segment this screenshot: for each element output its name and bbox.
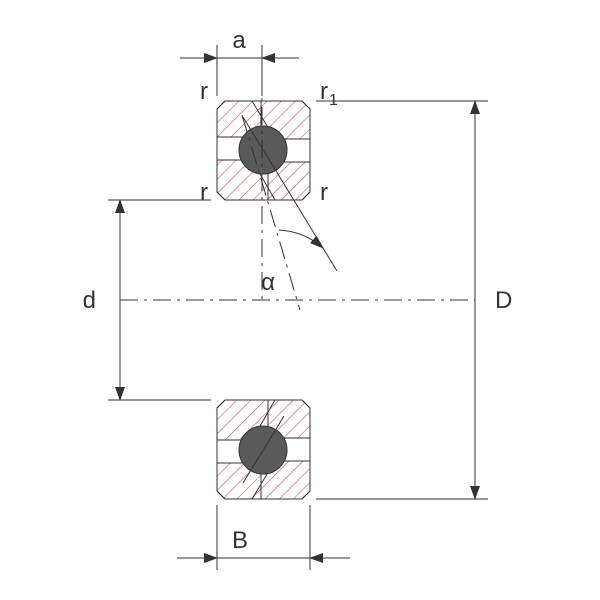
label-a: a [232, 27, 246, 54]
label-r1: r1 [320, 78, 338, 109]
label-alpha: α [261, 269, 275, 296]
dimension-B: B [177, 505, 350, 570]
dimension-a: a [180, 27, 299, 96]
top-ring-section [217, 101, 310, 200]
label-B: B [232, 527, 248, 554]
label-r-top-left: r [200, 78, 208, 105]
label-D: D [495, 287, 512, 314]
bottom-ring-section [217, 400, 310, 499]
svg-text:r1: r1 [320, 78, 338, 109]
label-d: d [83, 287, 96, 314]
bearing-cross-section-diagram: α a r r1 r r D d B [0, 0, 600, 600]
dimension-D: D [316, 101, 512, 499]
label-r-mid-right: r [320, 179, 328, 206]
label-r-mid-left: r [200, 179, 208, 206]
